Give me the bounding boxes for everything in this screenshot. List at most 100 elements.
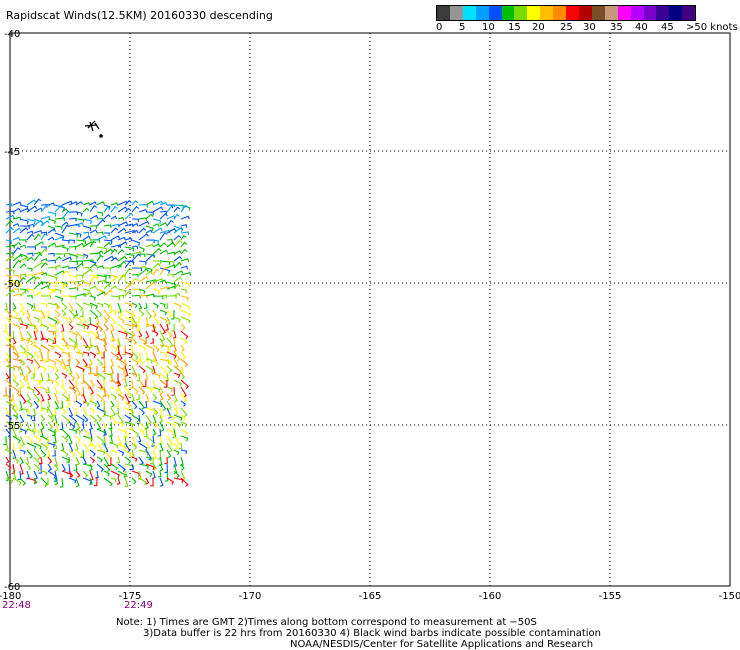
wind-barb — [89, 379, 95, 388]
legend-swatch — [437, 6, 450, 20]
wind-barb — [117, 274, 127, 283]
wind-barb — [40, 330, 45, 341]
legend-swatch — [553, 6, 567, 20]
wind-barb — [82, 456, 87, 465]
wind-barb — [54, 358, 63, 366]
wind-barb — [12, 323, 22, 331]
wind-barb — [145, 316, 150, 328]
contaminated-barbs — [84, 120, 103, 138]
wind-barb — [26, 275, 37, 283]
wind-barb — [110, 223, 120, 228]
wind-barb — [96, 393, 104, 402]
wind-barb — [54, 421, 59, 433]
wind-barb — [61, 221, 69, 227]
wind-barb — [131, 239, 141, 246]
wind-barb — [47, 393, 52, 401]
wind-barb — [26, 309, 31, 319]
legend-label: 45 — [661, 22, 674, 33]
wind-barb — [151, 435, 155, 447]
wind-barb — [80, 372, 85, 384]
wind-barb — [170, 309, 175, 320]
wind-barb — [68, 309, 76, 319]
wind-barb — [59, 421, 64, 431]
wind-barb — [24, 344, 29, 352]
wind-barb — [166, 386, 174, 392]
wind-barb — [5, 279, 17, 284]
wind-barb — [82, 207, 90, 213]
wind-barb — [96, 254, 104, 262]
wind-barb — [19, 393, 27, 405]
wind-barb — [117, 435, 123, 447]
wind-barb — [40, 262, 48, 269]
wind-barb — [152, 302, 160, 309]
wind-barb — [131, 351, 139, 360]
wind-barb — [12, 337, 17, 345]
wind-barb — [131, 330, 136, 338]
wind-barb — [89, 204, 98, 213]
wind-barb — [68, 449, 76, 458]
legend-swatch — [617, 6, 631, 20]
wind-barb — [33, 253, 43, 262]
wind-barb — [166, 358, 173, 366]
wind-barb — [145, 358, 153, 364]
wind-barb — [61, 208, 69, 213]
wind-barb — [88, 435, 92, 447]
wind-barb — [131, 267, 143, 272]
legend-swatch — [578, 6, 592, 20]
wind-barb — [82, 225, 92, 232]
wind-barb — [26, 316, 33, 327]
wind-barb — [19, 358, 26, 366]
wind-barb — [173, 234, 182, 241]
wind-barb — [54, 288, 62, 294]
wind-barb — [145, 213, 154, 220]
wind-barb — [96, 414, 103, 422]
wind-barb — [131, 337, 137, 345]
wind-barb — [124, 330, 134, 339]
wind-barb — [138, 428, 145, 435]
wind-barb — [110, 351, 119, 361]
wind-barb — [47, 442, 55, 448]
wind-barb — [96, 400, 101, 408]
wind-barb — [89, 309, 98, 320]
wind-barb — [54, 270, 65, 276]
wind-barb — [117, 260, 127, 269]
wind-barb — [110, 477, 117, 483]
wind-barb — [40, 470, 48, 476]
wind-barb — [117, 309, 123, 318]
note-line-3: NOAA/NESDIS/Center for Satellite Applica… — [290, 639, 594, 650]
wind-barb — [33, 386, 41, 396]
wind-barb — [138, 365, 146, 374]
wind-barb — [110, 344, 118, 352]
wind-barb — [110, 309, 117, 315]
wind-barb — [75, 293, 87, 297]
wind-barb — [26, 246, 37, 250]
wind-barb — [124, 316, 135, 324]
wind-barb — [172, 330, 177, 339]
wind-barb — [152, 407, 159, 416]
wind-barb — [73, 379, 78, 387]
wind-barb — [124, 229, 136, 234]
wind-barb — [45, 351, 49, 362]
wind-barb — [53, 435, 57, 444]
wind-barb — [26, 302, 34, 309]
wind-barb — [54, 236, 64, 241]
wind-barb — [26, 274, 34, 278]
wind-barb — [47, 470, 57, 479]
wind-barb — [96, 250, 104, 255]
wind-barb — [95, 330, 100, 339]
wind-barb — [61, 239, 70, 244]
wind-barb — [5, 282, 16, 290]
wind-barb — [54, 217, 65, 222]
wind-barb — [53, 330, 57, 339]
wind-barb — [103, 248, 113, 255]
wind-barb — [88, 358, 93, 366]
wind-barb — [152, 239, 160, 244]
wind-barb — [89, 225, 97, 229]
wind-barb — [180, 400, 187, 407]
wind-barb — [138, 386, 146, 395]
wind-barb — [75, 372, 80, 380]
wind-barb — [110, 358, 115, 368]
wind-barb — [115, 373, 119, 384]
wind-barb — [61, 210, 71, 220]
wind-barb — [40, 421, 45, 430]
